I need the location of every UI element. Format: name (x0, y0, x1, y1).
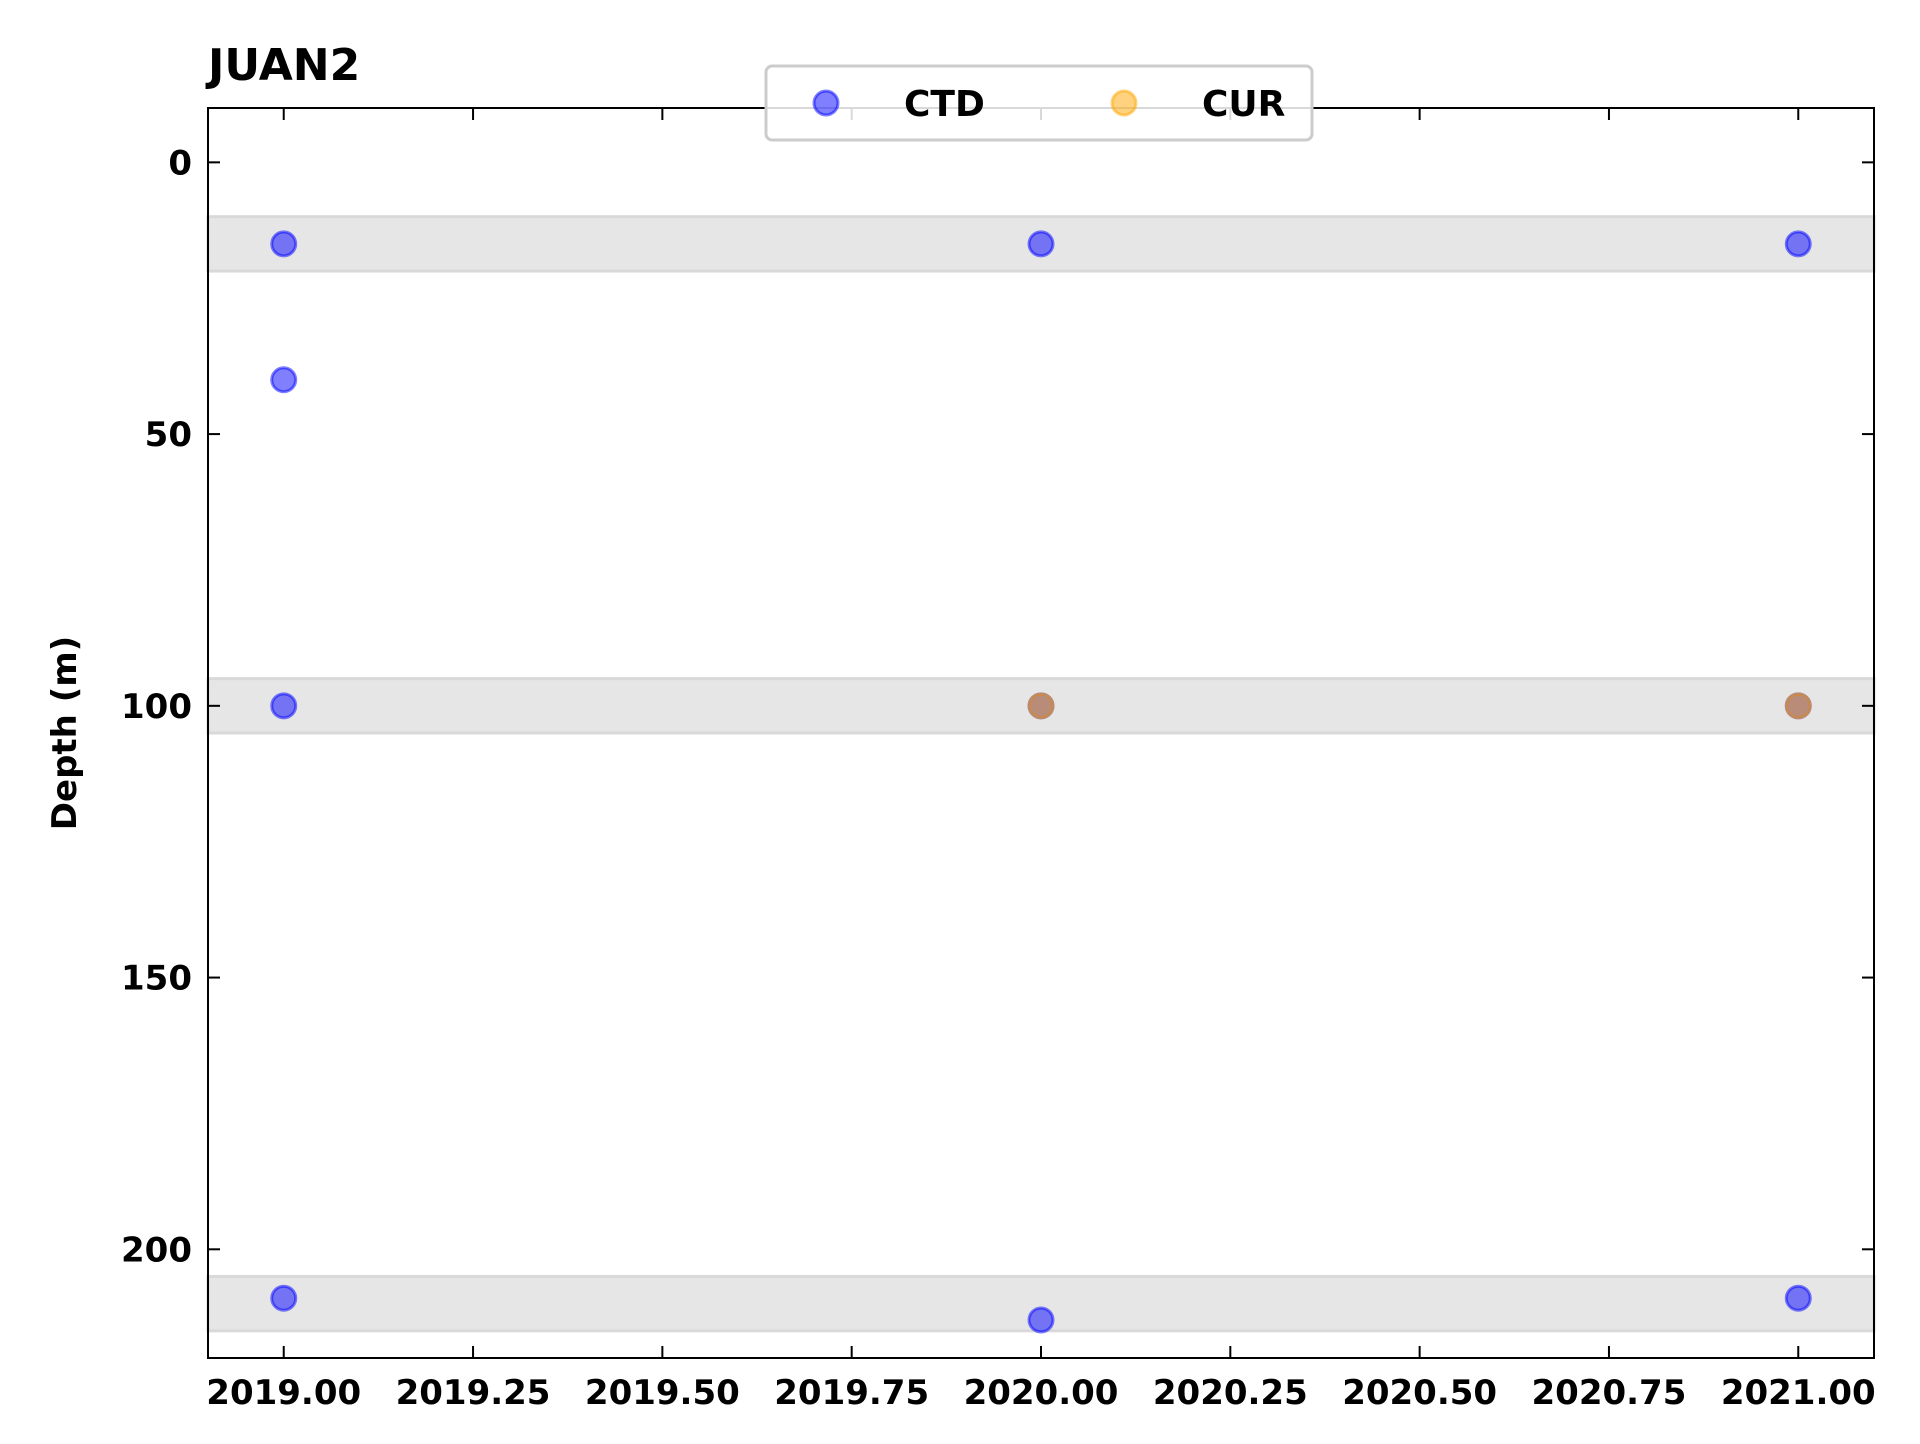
chart-title: JUAN2 (205, 40, 360, 91)
x-tick-label: 2019.75 (774, 1373, 929, 1413)
y-axis-label: Depth (m) (45, 636, 85, 830)
ctd-point (1027, 1306, 1055, 1334)
x-tick-label: 2020.00 (964, 1373, 1119, 1413)
legend-frame (764, 64, 1314, 142)
depth-bands (206, 215, 1876, 1333)
legend-marker-ctd (812, 89, 840, 117)
y-tick-label: 150 (121, 959, 192, 999)
x-tick-label: 2019.50 (585, 1373, 740, 1413)
x-tick-label: 2019.25 (396, 1373, 551, 1413)
ctd-point (270, 1284, 298, 1312)
x-tick-label: 2020.50 (1342, 1373, 1497, 1413)
y-tick-label: 100 (121, 687, 192, 727)
y-tick-label: 50 (145, 415, 192, 455)
cur-point (1027, 692, 1055, 720)
data-points (270, 230, 1812, 1334)
y-tick-labels: 0 50 100 150 200 (121, 143, 192, 1270)
ctd-point (1784, 230, 1812, 258)
x-tick-label: 2020.75 (1532, 1373, 1687, 1413)
ctd-point (1784, 1284, 1812, 1312)
y-tick-label: 0 (168, 143, 192, 183)
legend-label-ctd: CTD (904, 84, 985, 125)
ctd-point (1027, 230, 1055, 258)
ctd-point (270, 366, 298, 394)
legend: CTD CUR (764, 64, 1314, 142)
x-tick-label: 2020.25 (1153, 1373, 1308, 1413)
ctd-point (270, 692, 298, 720)
x-tick-label: 2019.00 (206, 1373, 361, 1413)
ctd-point (270, 230, 298, 258)
legend-marker-cur (1110, 89, 1138, 117)
x-tick-labels: 2019.00 2019.25 2019.50 2019.75 2020.00 2020.… (206, 1373, 1875, 1413)
x-tick-label: 2021.00 (1721, 1373, 1876, 1413)
y-tick-label: 200 (121, 1230, 192, 1270)
axis-ticks (208, 108, 1874, 1358)
cur-point (1784, 692, 1812, 720)
legend-label-cur: CUR (1202, 84, 1285, 125)
